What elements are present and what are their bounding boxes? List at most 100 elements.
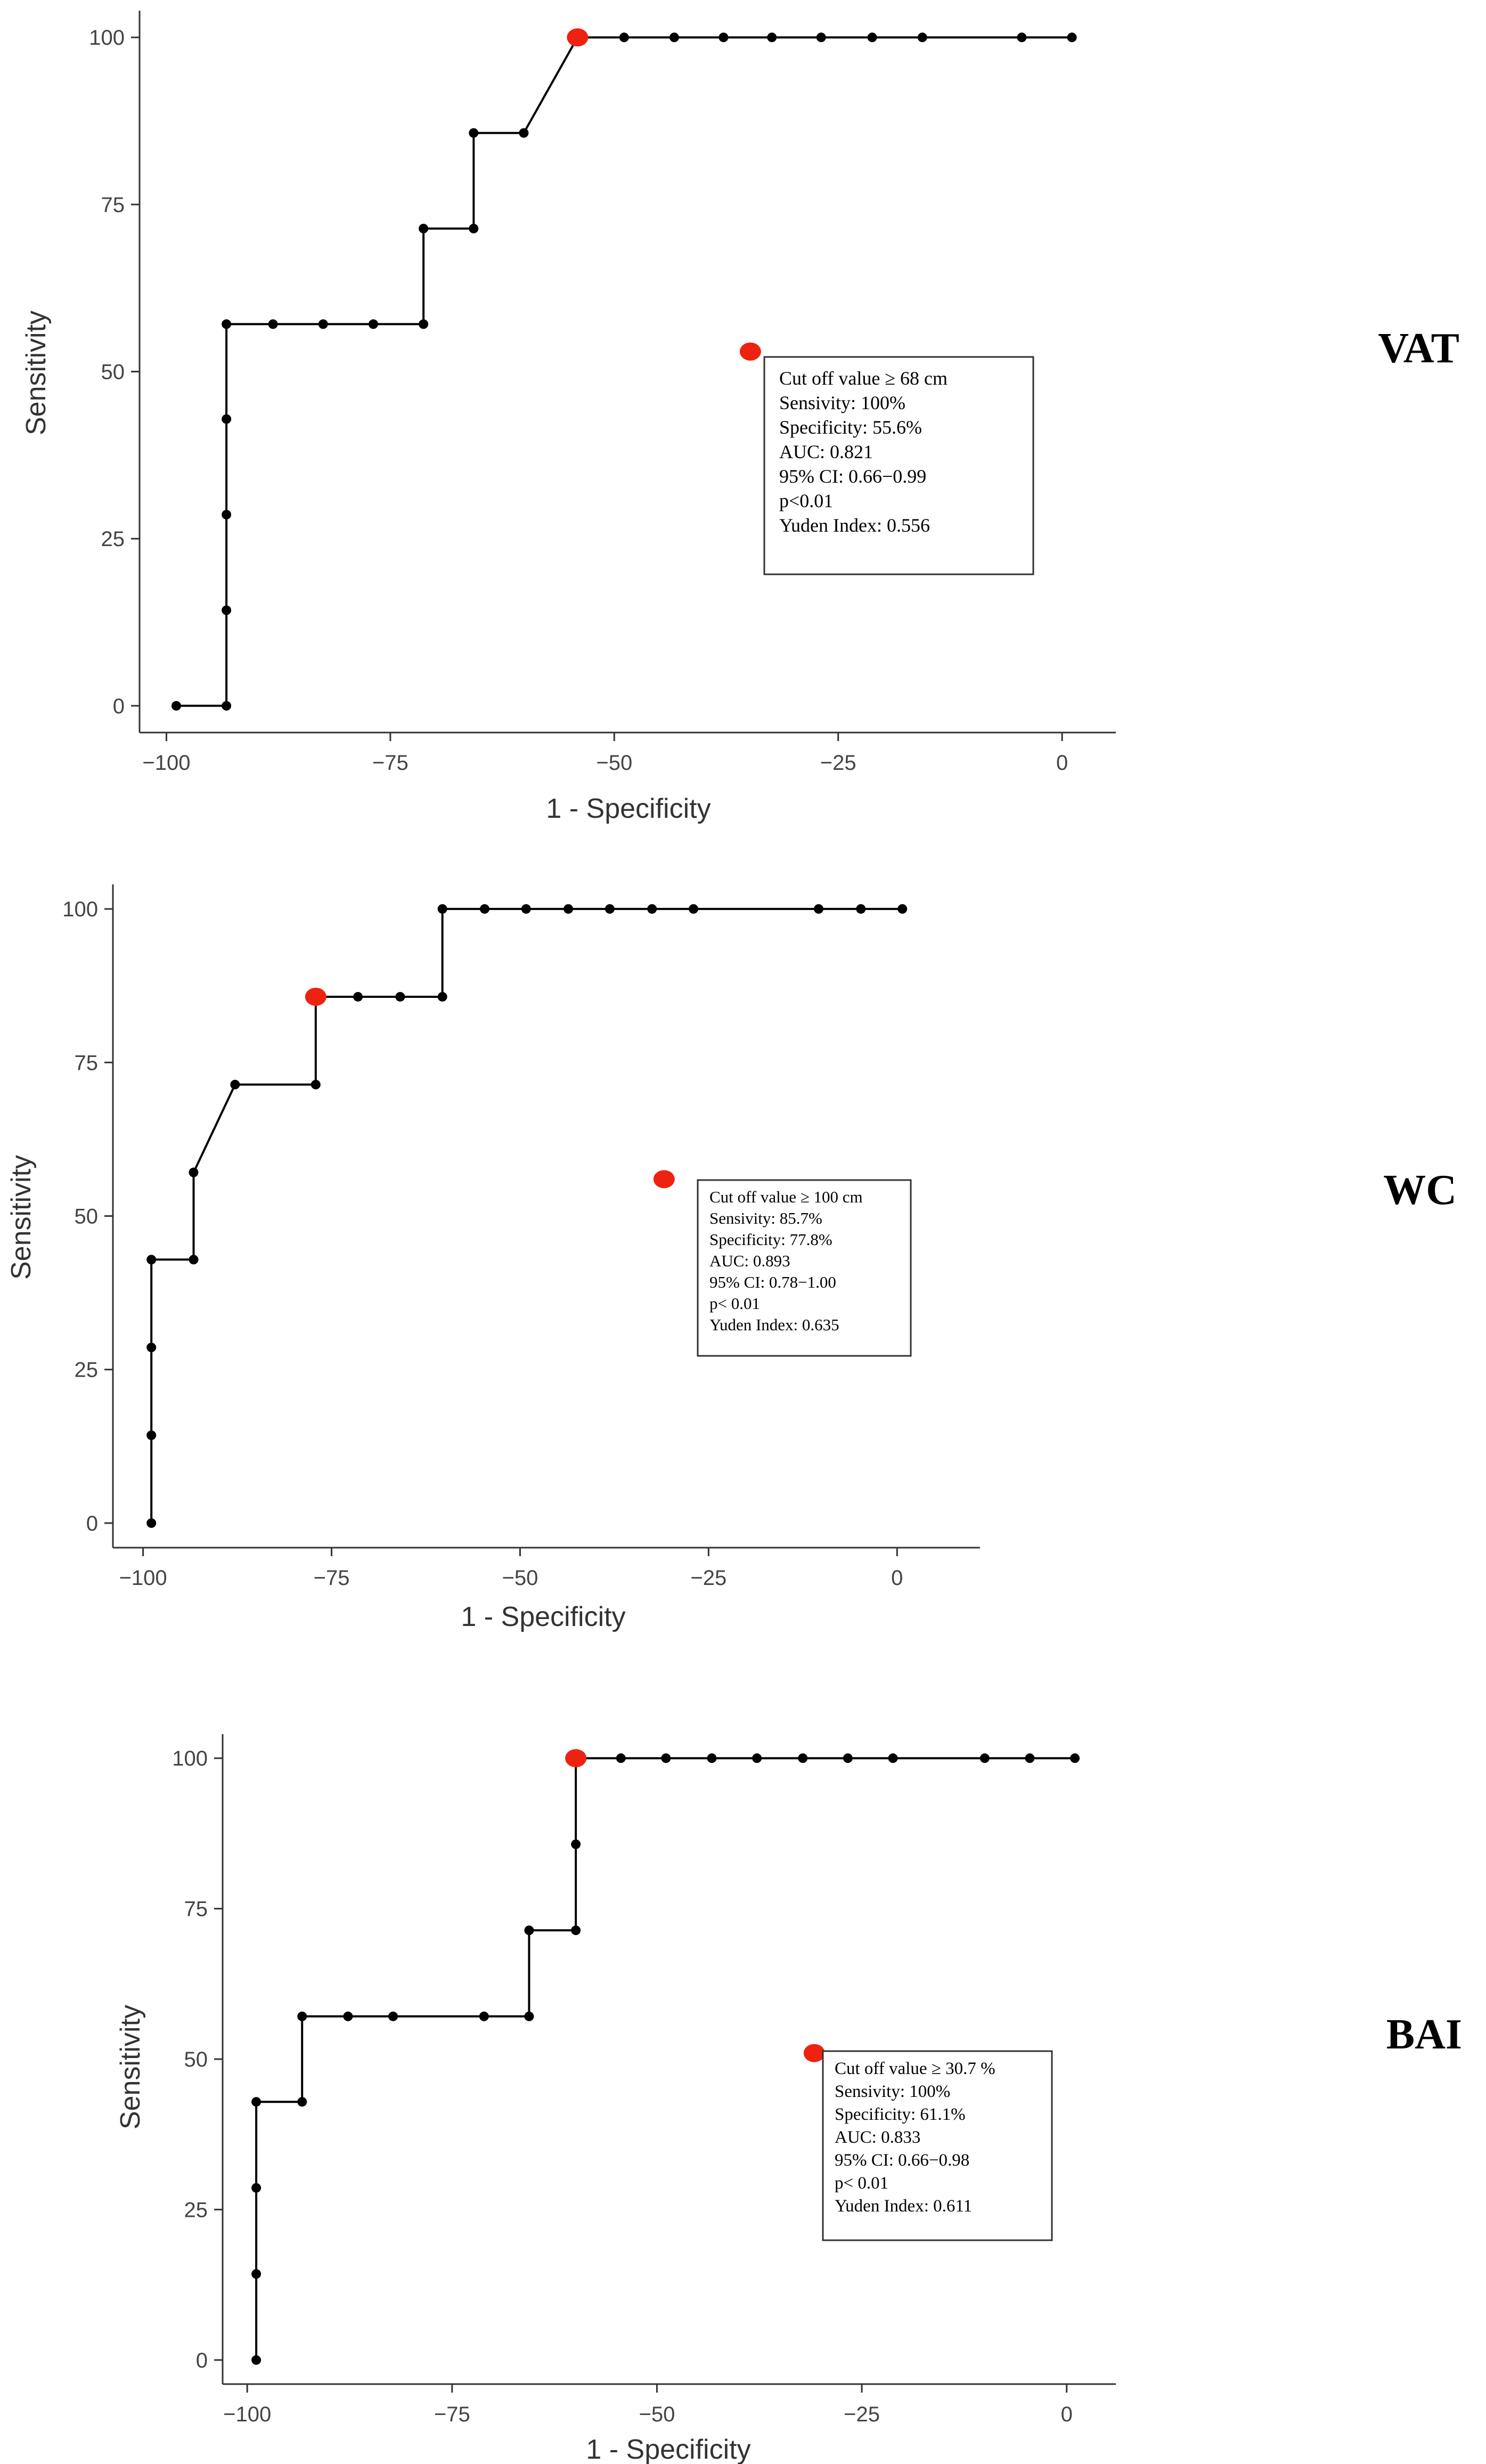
roc-point xyxy=(251,2097,262,2107)
annotation-line: Yuden Index: 0.556 xyxy=(779,515,930,536)
y-tick-label: 25 xyxy=(75,1359,99,1382)
cutoff-point-marker xyxy=(305,987,326,1006)
annotation-line: p<0.01 xyxy=(779,490,833,511)
annotation-line: Cut off value ≥ 30.7 % xyxy=(835,2059,995,2078)
roc-point xyxy=(1017,32,1027,43)
roc-point xyxy=(647,904,657,914)
annotation-box-frame xyxy=(822,2050,1053,2241)
annotation-box: Cut off value ≥ 100 cm Sensivity: 85.7% Sp… xyxy=(697,1179,912,1357)
cutoff-point-marker xyxy=(567,28,589,47)
roc-point xyxy=(814,904,824,914)
y-tick-label: 100 xyxy=(89,26,125,50)
roc-point xyxy=(368,319,378,329)
x-tick-label: −75 xyxy=(372,751,409,775)
roc-point xyxy=(222,509,232,519)
legend-cutoff-marker xyxy=(803,2044,825,2062)
y-tick-label: 0 xyxy=(86,1512,98,1535)
roc-point xyxy=(479,2011,489,2021)
annotation-line: Sensivity: 100% xyxy=(779,392,905,413)
roc-point xyxy=(979,1753,990,1763)
roc-point xyxy=(616,1753,626,1763)
annotation-line: Sensivity: 100% xyxy=(835,2082,950,2101)
y-tick-label: 75 xyxy=(75,1051,99,1075)
roc-point xyxy=(318,319,328,329)
roc-point xyxy=(251,2183,262,2193)
roc-point xyxy=(524,1925,534,1936)
roc-point xyxy=(707,1753,717,1763)
annotation-box-frame xyxy=(763,356,1034,575)
roc-point xyxy=(311,1079,321,1089)
x-axis-title: 1 - Specificity xyxy=(461,1601,625,1632)
legend-cutoff-marker xyxy=(653,1170,675,1189)
roc-point xyxy=(897,904,908,914)
x-tick-label: 0 xyxy=(1056,751,1068,775)
roc-panel-vat: −100 −75 −50 −25 0 0 25 50 75 100 1 - Specificity S… xyxy=(21,11,1459,824)
x-tick-label: 0 xyxy=(1061,2403,1073,2426)
y-tick-label: 25 xyxy=(101,527,125,551)
x-tick-label: −25 xyxy=(690,1566,726,1590)
roc-point xyxy=(189,1167,199,1177)
roc-point xyxy=(1067,32,1077,43)
annotation-line: 95% CI: 0.78−1.00 xyxy=(709,1273,836,1291)
y-tick-label: 50 xyxy=(101,361,125,384)
x-tick-label: −50 xyxy=(596,751,632,775)
y-tick-label: 0 xyxy=(113,695,125,718)
roc-point xyxy=(661,1753,671,1763)
roc-point xyxy=(888,1753,898,1763)
y-tick-label: 75 xyxy=(101,193,125,217)
panel-label: VAT xyxy=(1378,325,1459,372)
y-tick-label: 50 xyxy=(75,1205,99,1229)
y-tick-label: 100 xyxy=(172,1747,208,1770)
panel-label: WC xyxy=(1383,1167,1457,1214)
roc-point xyxy=(230,1079,240,1089)
x-axis-title: 1 - Specificity xyxy=(546,793,711,824)
roc-panel-bai: −100 −75 −50 −25 0 0 25 50 75 100 1 - Specificity S… xyxy=(115,1734,1462,2464)
roc-point xyxy=(419,224,429,234)
roc-point xyxy=(571,1925,581,1936)
roc-point xyxy=(343,2011,353,2021)
roc-point xyxy=(437,904,447,914)
x-tick-label: −75 xyxy=(434,2403,470,2426)
annotation-line: 95% CI: 0.66−0.98 xyxy=(835,2151,969,2170)
roc-point xyxy=(222,605,232,615)
roc-curve-line xyxy=(176,36,1072,707)
roc-point xyxy=(767,32,777,43)
annotation-line: Sensivity: 85.7% xyxy=(709,1209,822,1227)
x-tick-label: −100 xyxy=(223,2403,271,2426)
y-tick-label: 25 xyxy=(184,2198,208,2222)
roc-panel-wc: −100 −75 −50 −25 0 0 25 50 75 100 1 - Specificity S… xyxy=(6,884,1457,1632)
roc-point xyxy=(856,904,866,914)
roc-point xyxy=(146,1518,157,1528)
annotation-line: Cut off value ≥ 68 cm xyxy=(779,368,948,389)
roc-point xyxy=(469,224,479,234)
roc-curve-line xyxy=(150,908,903,1523)
roc-point xyxy=(519,128,529,138)
annotation-line: Specificity: 55.6% xyxy=(779,417,922,438)
annotation-line: 95% CI: 0.66−0.99 xyxy=(779,466,926,487)
annotation-line: Cut off value ≥ 100 cm xyxy=(709,1188,863,1206)
legend-cutoff-marker xyxy=(739,342,761,361)
y-axis-title: Sensitivity xyxy=(21,311,52,435)
x-tick-label: −25 xyxy=(820,751,856,775)
roc-point xyxy=(388,2011,398,2021)
roc-point xyxy=(297,2097,307,2107)
roc-point xyxy=(1070,1753,1080,1763)
roc-point xyxy=(171,701,181,711)
x-tick-label: −75 xyxy=(314,1566,350,1590)
roc-point xyxy=(605,904,615,914)
roc-point xyxy=(571,1839,581,1849)
annotation-line: Specificity: 61.1% xyxy=(835,2105,966,2124)
roc-point xyxy=(353,991,363,1002)
x-tick-label: 0 xyxy=(891,1566,903,1590)
roc-point xyxy=(867,32,877,43)
y-axis-title: Sensitivity xyxy=(6,1155,37,1280)
annotation-line: p< 0.01 xyxy=(709,1294,760,1313)
roc-point xyxy=(469,128,479,138)
annotation-line: Yuden Index: 0.635 xyxy=(709,1315,839,1334)
roc-point xyxy=(146,1343,157,1353)
x-tick-label: −100 xyxy=(142,751,190,775)
annotation-line: p< 0.01 xyxy=(835,2174,888,2193)
roc-point xyxy=(297,2011,307,2021)
roc-point xyxy=(222,414,232,424)
roc-point xyxy=(1025,1753,1035,1763)
